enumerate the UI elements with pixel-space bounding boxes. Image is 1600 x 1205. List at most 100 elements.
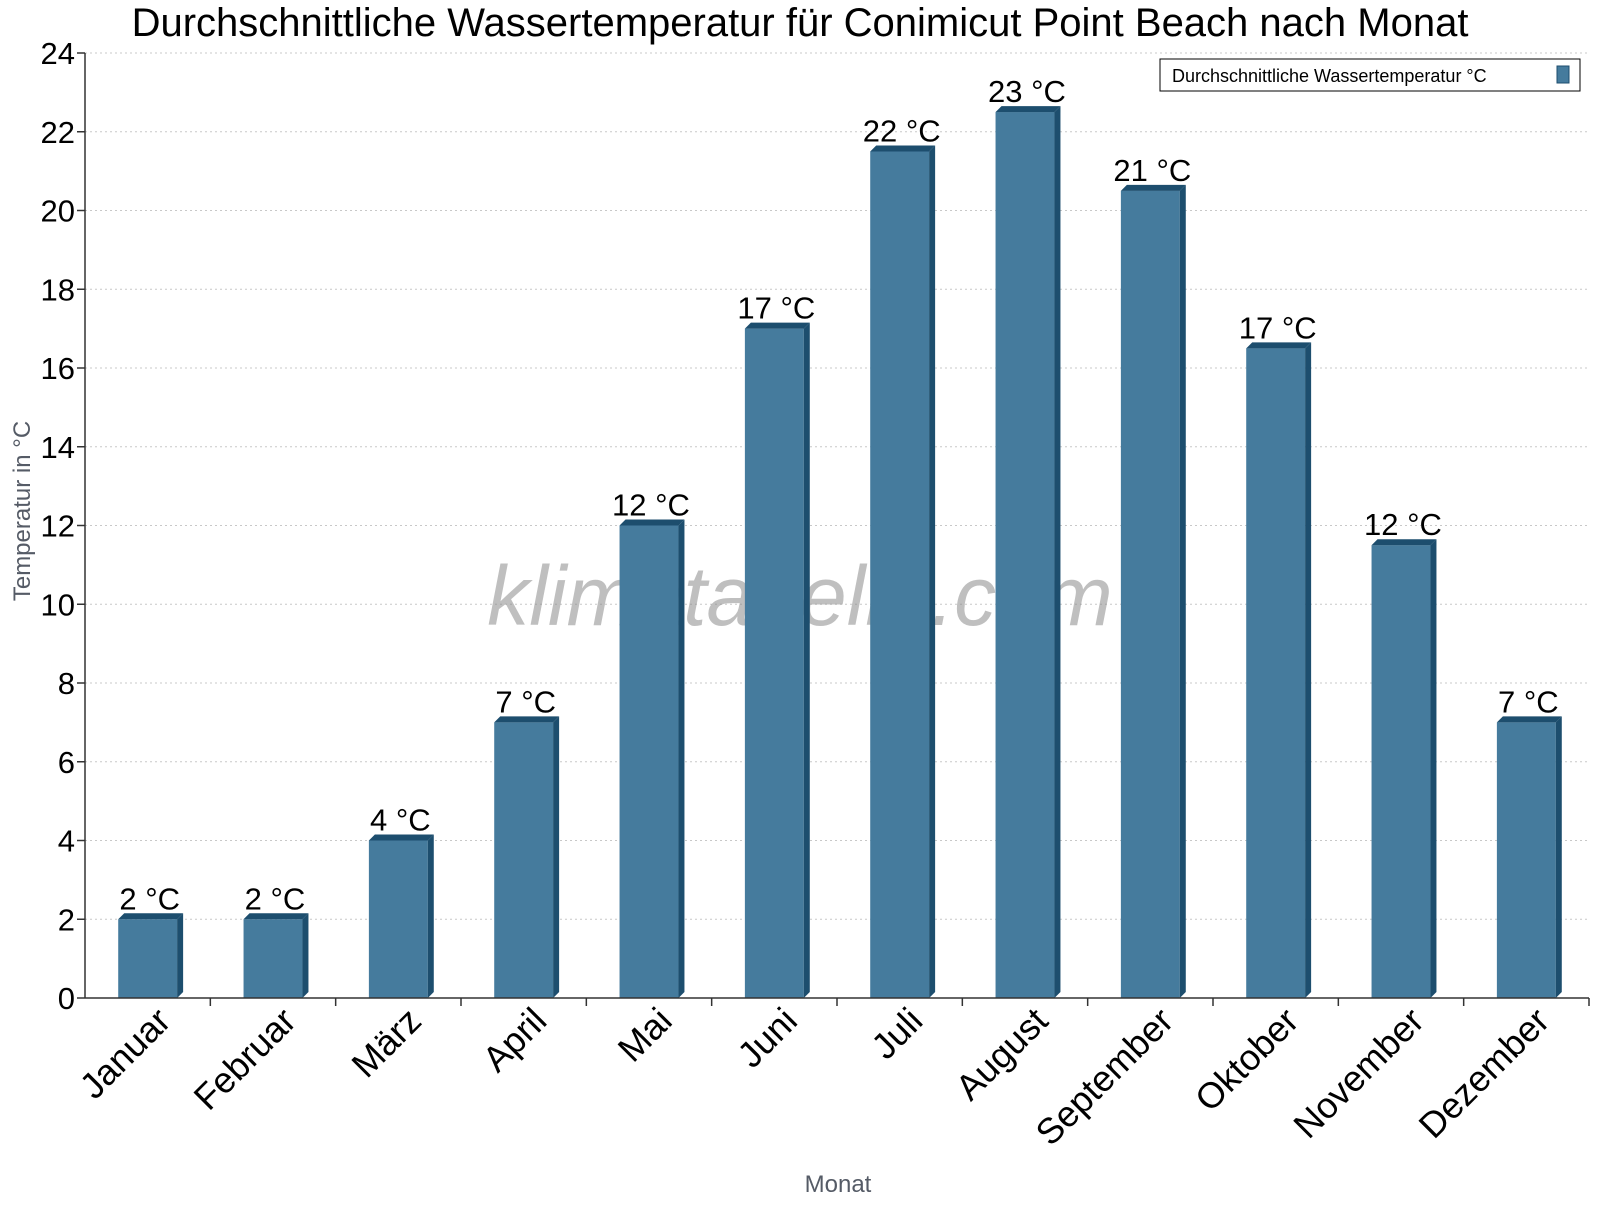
data-label: 7 °C	[495, 684, 556, 719]
y-tick-label: 12	[41, 509, 75, 544]
bar	[1246, 342, 1312, 998]
chart-title: Durchschnittliche Wassertemperatur für C…	[132, 1, 1469, 45]
bar-face	[243, 919, 303, 998]
bar-top	[1496, 716, 1562, 723]
bar-face	[1120, 190, 1180, 998]
bar	[995, 106, 1061, 998]
bar-face	[1371, 545, 1431, 998]
x-tick-label: September	[1027, 1000, 1181, 1154]
data-labels: 2 °C 2 °C 4 °C 7 °C 12 °C 17 °C 22 °C 23 °C 21 °…	[119, 74, 1558, 916]
x-tick-label: November	[1285, 1000, 1431, 1146]
bar-face	[1496, 722, 1556, 998]
x-tick-label: März	[343, 1000, 429, 1086]
x-tick-label: Januar	[71, 1000, 178, 1107]
bar-top	[1120, 184, 1186, 191]
bar-side	[1305, 342, 1312, 998]
x-axis-title: Monat	[805, 1171, 872, 1198]
bar-series	[118, 106, 1562, 998]
y-tick-label: 18	[41, 272, 75, 307]
bar	[243, 913, 309, 998]
legend-swatch	[1556, 65, 1570, 84]
bar	[1496, 716, 1562, 998]
y-tick-label: 6	[58, 745, 75, 780]
bar-top	[1246, 342, 1312, 349]
bar-side	[302, 913, 309, 998]
bar-top	[619, 519, 685, 526]
bar-top	[870, 145, 936, 152]
y-tick-label: 10	[41, 587, 75, 622]
bar-top	[995, 106, 1061, 113]
data-label: 2 °C	[119, 881, 180, 916]
bar	[368, 834, 434, 998]
legend: Durchschnittliche Wassertemperatur °C	[1159, 58, 1581, 92]
y-tick-label: 22	[41, 115, 75, 150]
legend-box	[1159, 58, 1581, 92]
bar-side	[929, 145, 936, 998]
data-label: 2 °C	[245, 881, 306, 916]
bar	[870, 145, 936, 998]
bar-side	[1054, 106, 1061, 998]
data-label: 7 °C	[1498, 684, 1559, 719]
y-tick-label: 2	[58, 902, 75, 937]
x-tick-label: Juli	[863, 1000, 930, 1067]
bar-side	[1430, 539, 1437, 998]
y-axis-title: Temperatur in °C	[9, 421, 36, 601]
y-tick-label: 4	[58, 824, 75, 859]
data-label: 4 °C	[370, 803, 431, 838]
bar-top	[368, 834, 434, 841]
bar-top	[118, 913, 184, 920]
bar-face	[494, 722, 554, 998]
bar-side	[1555, 716, 1562, 998]
y-tick-label: 8	[58, 666, 75, 701]
data-label: 21 °C	[1113, 153, 1191, 188]
bar-face	[995, 112, 1055, 998]
bar-face	[368, 840, 428, 998]
bar-side	[803, 322, 810, 998]
bar-top	[1371, 539, 1437, 546]
y-tick-label: 14	[41, 430, 75, 465]
bar-side	[427, 834, 434, 998]
bar-side	[553, 716, 560, 998]
bar-face	[118, 919, 178, 998]
x-tick-label: Dezember	[1411, 1000, 1557, 1146]
y-tick-label: 16	[41, 351, 75, 386]
y-tick-label: 20	[41, 194, 75, 229]
x-tick-label: Juni	[729, 1000, 805, 1076]
x-tick-labels: Januar Februar März April Mai Juni Juli AugustS…	[71, 1000, 1557, 1154]
bar	[1120, 184, 1186, 998]
axes	[77, 52, 1590, 1006]
gridlines	[85, 52, 1589, 920]
bar-side	[177, 913, 184, 998]
x-tick-label: August	[947, 1000, 1055, 1108]
x-tick-label: Mai	[610, 1000, 680, 1070]
data-label: 23 °C	[988, 74, 1066, 109]
bar-side	[1179, 184, 1186, 998]
bar	[118, 913, 184, 998]
bar	[494, 716, 560, 998]
x-tick-label: Oktober	[1187, 1000, 1307, 1120]
bar-face	[1246, 348, 1306, 998]
x-tick-label: April	[474, 1000, 554, 1080]
bar-top	[494, 716, 560, 723]
data-label: 12 °C	[612, 488, 690, 523]
bar	[619, 519, 685, 998]
bar-top	[243, 913, 309, 920]
bar	[744, 322, 810, 998]
data-label: 17 °C	[737, 291, 815, 326]
data-label: 22 °C	[863, 113, 941, 148]
bar-top	[744, 322, 810, 329]
bar-face	[744, 328, 804, 998]
bar-side	[678, 519, 685, 998]
x-tick-label: Februar	[186, 1000, 304, 1118]
data-label: 12 °C	[1364, 507, 1442, 542]
data-label: 17 °C	[1239, 310, 1317, 345]
bar-face	[619, 525, 679, 998]
y-tick-label: 0	[58, 981, 75, 1016]
legend-label: Durchschnittliche Wassertemperatur °C	[1172, 66, 1487, 86]
bar	[1371, 539, 1437, 998]
y-tick-label: 24	[41, 36, 75, 71]
bar-face	[870, 151, 930, 998]
